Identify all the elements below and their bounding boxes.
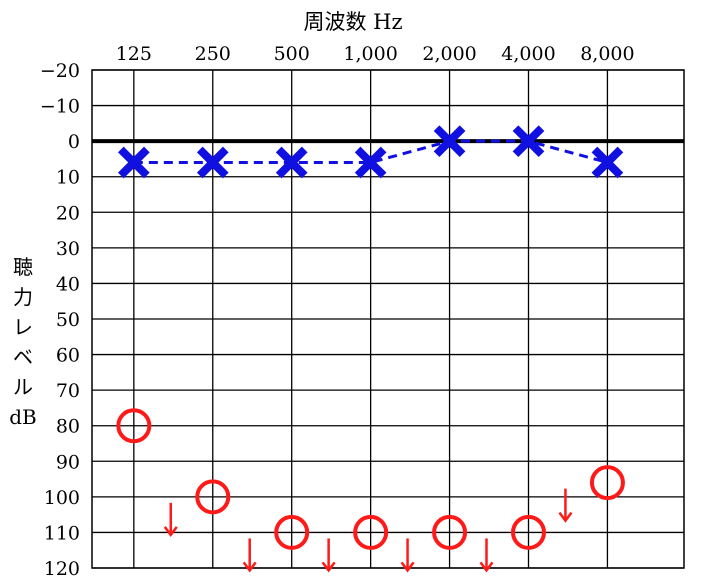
- o-marker: [511, 514, 547, 550]
- x-marker: [433, 125, 466, 157]
- no-response-arrow: [163, 502, 178, 537]
- x-tick-label: 125: [116, 43, 152, 65]
- x-tick-label: 250: [195, 43, 231, 65]
- x-marker-stroke: [275, 146, 308, 179]
- x-marker-stroke: [591, 146, 624, 179]
- y-tick-label: 80: [56, 416, 80, 438]
- no-response-arrow: [242, 538, 257, 573]
- no-response-arrow: [321, 538, 336, 573]
- x-marker-stroke: [118, 146, 150, 179]
- x-tick-label: 4,000: [501, 43, 555, 65]
- y-axis-title-char: レ: [13, 315, 33, 339]
- o-marker: [116, 408, 152, 444]
- x-marker-stroke: [354, 146, 387, 179]
- o-marker: [195, 479, 231, 515]
- y-tick-label: 110: [44, 522, 80, 544]
- o-marker: [353, 514, 389, 550]
- grid: [91, 69, 685, 569]
- x-tick-label: 500: [274, 43, 310, 65]
- series-o-markers: [116, 408, 625, 573]
- series-layer: [116, 125, 625, 573]
- y-tick-label: −10: [40, 96, 80, 118]
- x-tick-labels: 125 250 500 1,000 2,000 4,000 8,000: [116, 43, 635, 65]
- x-marker-stroke: [512, 125, 545, 157]
- x-marker: [354, 146, 387, 179]
- o-marker: [589, 465, 625, 501]
- no-response-arrow: [558, 488, 573, 523]
- no-response-arrow: [400, 538, 415, 573]
- y-axis-title-char: dB: [9, 405, 37, 429]
- x-marker: [275, 146, 308, 179]
- y-tick-label: 90: [56, 451, 80, 473]
- series-x-markers: [118, 125, 624, 179]
- y-tick-label: −20: [40, 60, 80, 82]
- o-marker: [432, 514, 468, 550]
- arrow-head: [400, 561, 415, 573]
- arrow-head: [163, 526, 178, 537]
- y-tick-label: 30: [56, 238, 80, 260]
- y-axis-title-char: 力: [13, 285, 33, 309]
- x-marker-stroke: [433, 125, 466, 157]
- y-tick-label: 0: [68, 131, 80, 153]
- x-tick-label: 2,000: [422, 43, 476, 65]
- y-tick-label: 20: [56, 202, 80, 224]
- o-marker: [274, 514, 310, 550]
- y-axis-title-char: ベ: [13, 345, 33, 369]
- y-tick-label: 10: [56, 167, 80, 189]
- y-axis-title-char: ル: [13, 375, 33, 399]
- y-axis-title-char: 聴: [13, 255, 33, 279]
- x-marker: [118, 146, 150, 179]
- y-tick-label: 100: [44, 487, 80, 509]
- x-marker: [512, 125, 545, 157]
- no-response-arrow: [479, 538, 494, 573]
- x-marker: [196, 146, 229, 179]
- x-marker: [591, 146, 624, 179]
- arrow-head: [558, 511, 573, 523]
- y-tick-label: 70: [56, 380, 80, 402]
- y-tick-label: 60: [56, 345, 80, 367]
- arrow-head: [242, 561, 257, 573]
- y-axis-title: 聴 力 レ ベ ル dB: [6, 252, 40, 432]
- y-tick-labels: −20 −10 0 10 20 30 40 50 60 70 80 90 100 110 120: [40, 60, 80, 580]
- y-tick-label: 120: [44, 558, 80, 580]
- x-tick-label: 8,000: [580, 43, 634, 65]
- arrow-head: [479, 561, 494, 573]
- arrow-head: [321, 561, 336, 573]
- x-tick-label: 1,000: [343, 43, 397, 65]
- x-axis-title: 周波数 Hz: [303, 10, 403, 34]
- y-tick-label: 50: [56, 309, 80, 331]
- x-marker-stroke: [196, 146, 229, 179]
- y-tick-label: 40: [56, 273, 80, 295]
